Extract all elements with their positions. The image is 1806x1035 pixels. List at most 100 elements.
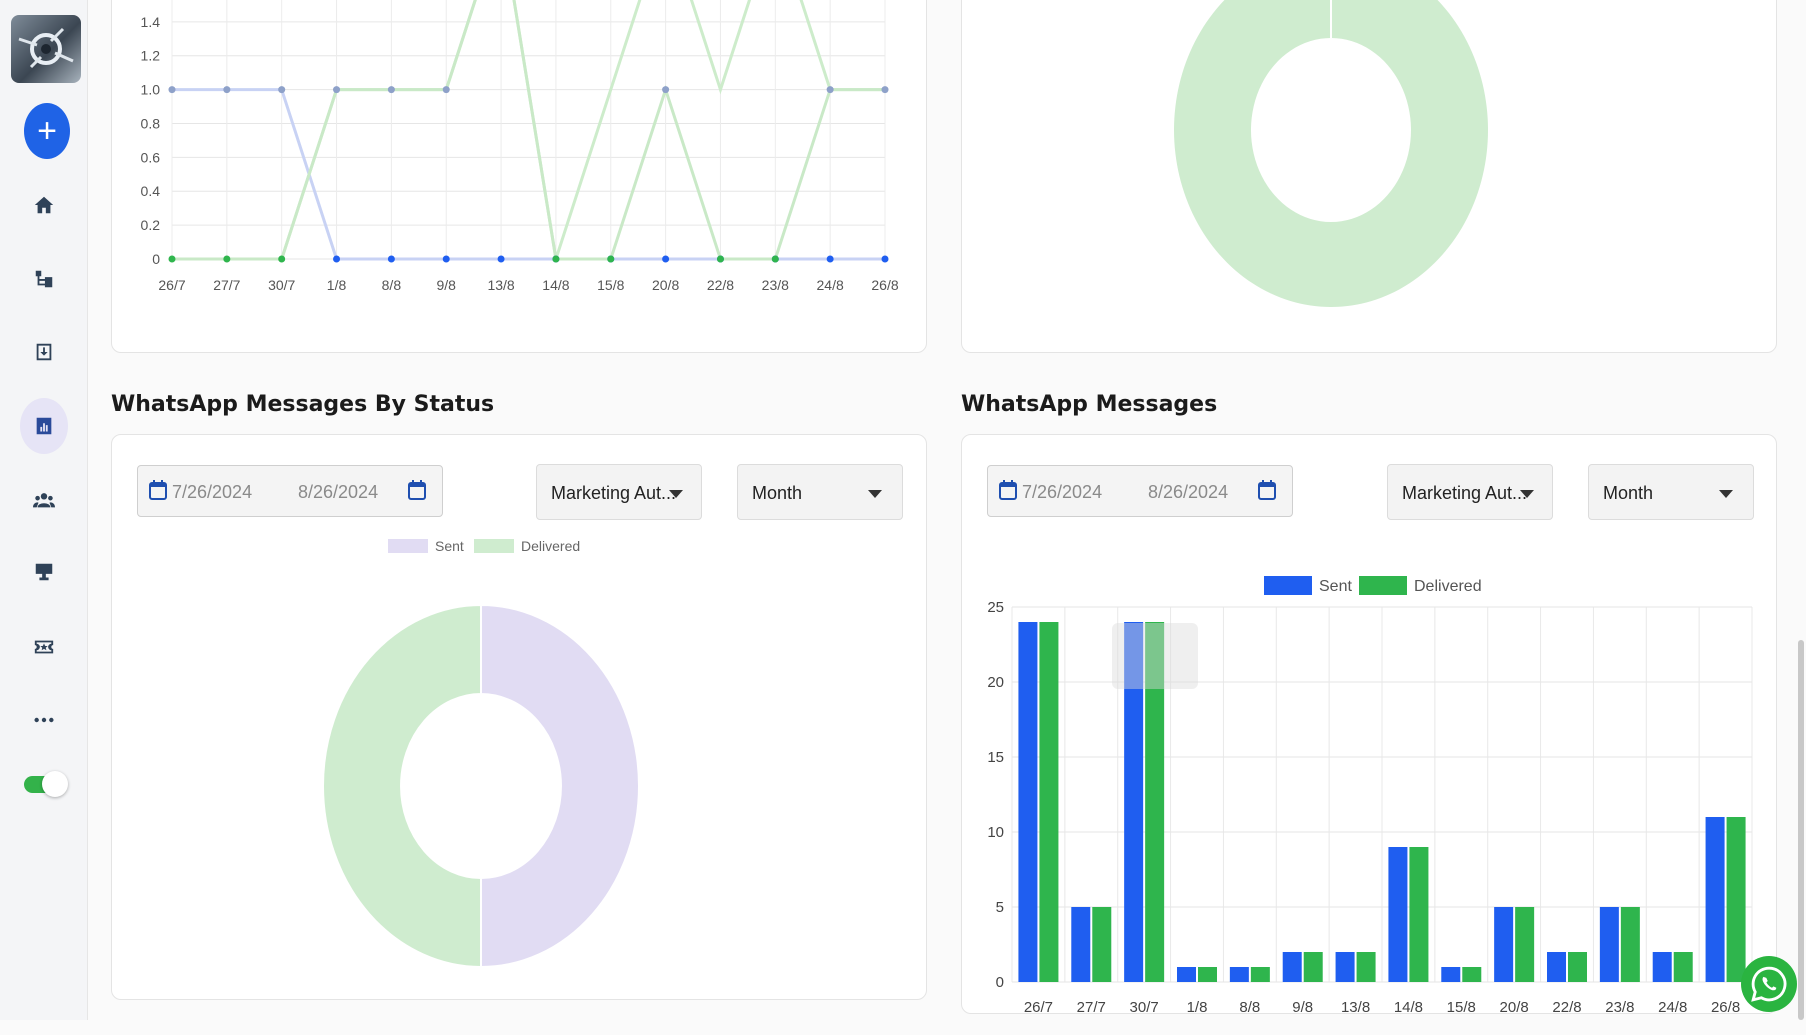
x-tick-label: 1/8 [327,277,347,293]
nav-home[interactable] [19,180,69,230]
nav-tickets[interactable] [19,622,69,672]
x-tick-label: 22/8 [1552,999,1581,1016]
status-period-select[interactable]: Month [737,464,903,520]
y-tick-label: 0.2 [141,217,161,233]
chevron-down-icon [1520,490,1534,498]
legend-label-delivered: Delivered [1414,578,1482,595]
line-chart: 00.20.40.60.81.01.21.41.626/727/730/71/8… [141,0,899,293]
bar-sent [1282,952,1302,982]
calendar-end-icon [408,480,426,500]
x-tick-label: 26/7 [1024,999,1053,1016]
delivered-point [552,255,560,263]
calendar-end-icon [1258,480,1276,500]
legend-label-delivered: Delivered [521,538,580,554]
y-tick-label: 0.4 [141,183,161,199]
messages-period-value: Month [1603,483,1654,503]
x-tick-label: 23/8 [762,277,789,293]
sent-point [662,255,670,263]
bar-sent [1547,952,1566,982]
status-campaign-select[interactable]: Marketing Aut... [536,464,702,520]
status-campaign-value: Marketing Aut... [551,483,677,503]
x-tick-label: 30/7 [268,277,295,293]
x-tick-label: 20/8 [1500,999,1529,1016]
sent-point [387,255,395,263]
theme-toggle[interactable] [24,770,68,798]
status-date-from[interactable]: 7/26/2024 [172,482,253,502]
sent-point [278,86,286,94]
bar-sent [1018,622,1038,982]
bar-sent [1599,907,1619,982]
bar-delivered [1620,907,1640,982]
status-date-to[interactable]: 8/26/2024 [298,482,379,502]
donut-slice-delivered [322,603,482,969]
messages-date-to[interactable]: 8/26/2024 [1148,482,1229,502]
home-icon [34,196,54,214]
app-logo[interactable] [11,15,81,83]
bar-delivered [1356,952,1376,982]
x-tick-label: 27/7 [213,277,240,293]
bar-delivered [1092,907,1112,982]
whatsapp-icon [1751,966,1787,1002]
contacts-icon [33,493,55,508]
delivered-point [771,255,779,263]
sent-point [223,86,231,94]
nav-reports[interactable] [20,398,68,454]
sidebar: + [0,0,88,1020]
add-button[interactable]: + [24,103,70,159]
x-tick-label: 26/7 [158,277,185,293]
messages-campaign-select[interactable]: Marketing Aut... [1387,464,1553,520]
legend-swatch-delivered [1359,576,1407,595]
donut-chart-top [1173,0,1488,307]
sent-point [442,255,450,263]
bar-sent [1071,907,1091,982]
inbox-download-icon [36,343,52,361]
nav-kiosk[interactable] [19,547,69,597]
ticket-star-icon [34,640,54,654]
chevron-down-icon [1719,490,1733,498]
legend-swatch-sent [388,539,428,553]
delivered-point [333,86,341,94]
nav-flows[interactable] [19,254,69,304]
x-tick-label: 22/8 [707,277,734,293]
delivered-point [826,86,834,94]
x-tick-label: 24/8 [1658,999,1687,1016]
y-tick-label: 15 [987,749,1004,766]
messages-section-title: WhatsApp Messages [961,392,1218,417]
x-tick-label: 9/8 [436,277,456,293]
x-tick-label: 15/8 [597,277,624,293]
page-scrollbar[interactable] [1798,640,1804,1020]
messages-date-range[interactable]: 7/26/2024 8/26/2024 [987,465,1293,517]
nav-more[interactable] [19,695,69,745]
nav-inbox[interactable] [19,327,69,377]
sent-point [497,255,505,263]
delivered-point [223,255,231,263]
bar-delivered [1145,622,1165,982]
bar-delivered [1462,967,1482,982]
bar-delivered [1039,622,1059,982]
messages-date-from[interactable]: 7/26/2024 [1022,482,1103,502]
x-tick-label: 30/7 [1130,999,1159,1016]
nav-contacts[interactable] [19,475,69,525]
bar-delivered [1568,952,1587,982]
bar-delivered [1726,817,1746,982]
delivered-point [881,86,889,94]
delivered-point [716,255,724,263]
y-tick-label: 0.8 [141,115,161,131]
bar-sent [1229,967,1249,982]
status-date-range[interactable]: 7/26/2024 8/26/2024 [137,465,443,517]
delivered-point [387,86,395,94]
x-tick-label: 14/8 [542,277,569,293]
status-donut-chart: Sent Delivered [322,538,640,969]
x-tick-label: 14/8 [1394,999,1423,1016]
sent-point [168,86,176,94]
series-line [172,0,885,261]
messages-period-select[interactable]: Month [1588,464,1754,520]
toggle-knob [42,771,68,797]
bar-sent [1335,952,1355,982]
y-tick-label: 25 [987,599,1004,616]
y-tick-label: 0 [152,251,160,267]
reports-icon [36,417,52,435]
chevron-down-icon [868,490,882,498]
whatsapp-chat-button[interactable] [1741,956,1797,1012]
bar-sent [1705,817,1725,982]
